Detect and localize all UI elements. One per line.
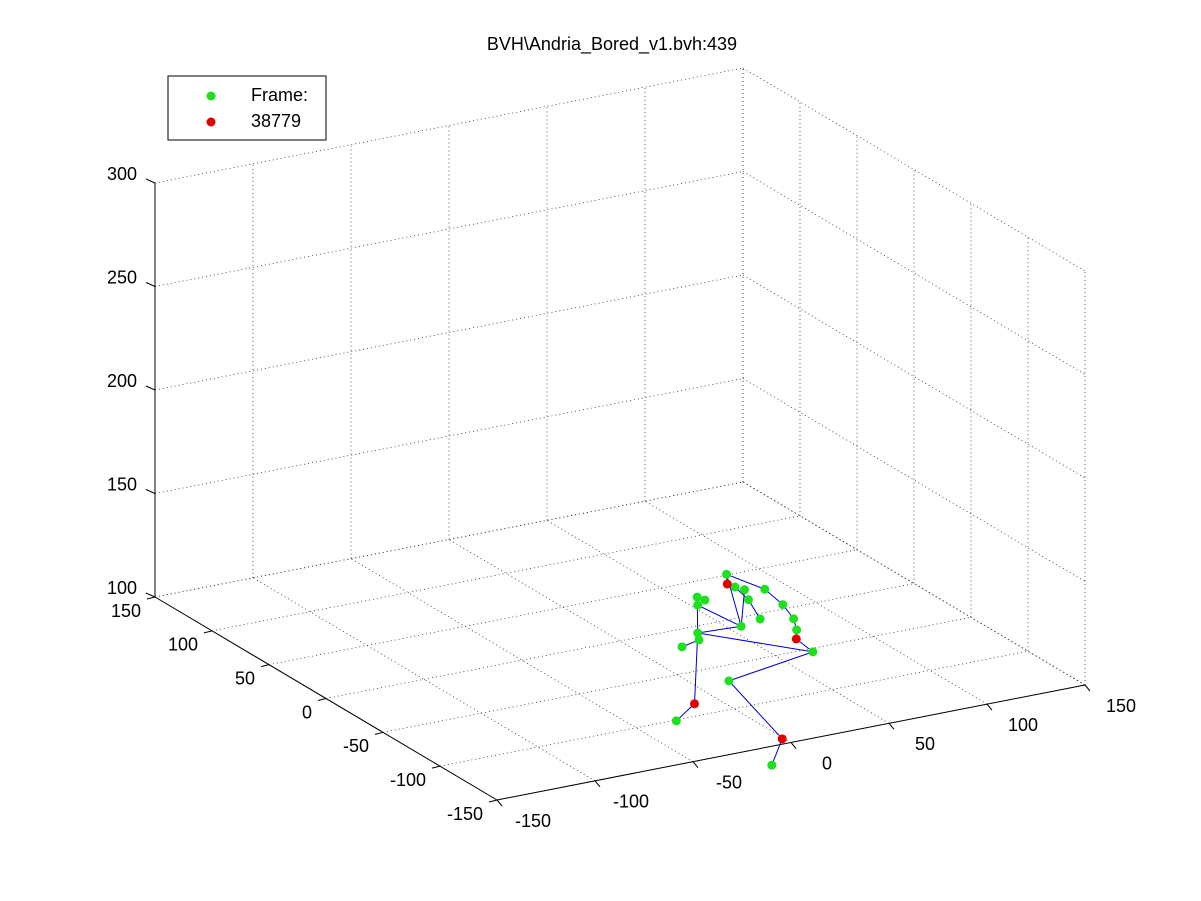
joint: [767, 760, 777, 770]
y-tick: [146, 596, 156, 600]
y-tick-label: 50: [235, 668, 255, 688]
bone: [697, 604, 742, 627]
joint: [671, 716, 681, 726]
joint: [736, 621, 746, 631]
axes: -150 -100 -50 0 50 100 150 -150 -100 -50 0 50 100 150…: [107, 164, 1136, 831]
joint: [791, 634, 801, 644]
x-tick-label: 50: [915, 734, 935, 754]
bone: [697, 632, 813, 653]
joint: [700, 595, 710, 605]
bone: [726, 573, 765, 590]
joint: [693, 600, 703, 610]
joint: [694, 635, 704, 645]
legend-label: Frame:: [251, 85, 308, 105]
joint: [730, 582, 740, 592]
joint: [692, 592, 702, 602]
y-tick: [260, 664, 270, 668]
chart-title: BVH\Andria_Bored_v1.bvh:439: [487, 34, 737, 55]
joint: [755, 614, 765, 624]
joint: [740, 585, 750, 595]
x-tick: [888, 723, 895, 730]
legend-marker: [206, 91, 216, 101]
x-tick-label: 150: [1106, 696, 1136, 716]
x-tick: [692, 761, 699, 768]
joint: [743, 595, 753, 605]
y-tick-label: -150: [447, 804, 483, 824]
joint: [677, 642, 687, 652]
legend-label: 38779: [251, 111, 301, 131]
joint: [778, 600, 788, 610]
bone: [771, 738, 783, 766]
x-tick: [496, 799, 503, 807]
z-tick-label: 250: [107, 267, 137, 287]
y-tick-label: 100: [168, 635, 198, 655]
z-tick-label: 100: [107, 578, 137, 598]
joint: [690, 699, 700, 709]
y-tick-label: -50: [343, 736, 369, 756]
joint: [777, 734, 787, 744]
x-tick-label: 0: [822, 753, 832, 773]
bone: [697, 625, 742, 634]
x-tick-label: -50: [716, 772, 742, 792]
x-tick: [986, 703, 993, 711]
joints: [671, 569, 818, 770]
joint: [789, 614, 799, 624]
x-tick-label: -150: [515, 811, 551, 831]
legend-marker: [206, 117, 216, 127]
joint: [808, 647, 818, 657]
y-tick-label: 0: [302, 702, 312, 722]
z-tick: [145, 385, 156, 391]
bone: [740, 589, 746, 627]
joint: [693, 628, 703, 638]
y-tick-label: 150: [111, 601, 141, 621]
y-tick: [317, 698, 327, 701]
joint: [722, 569, 731, 579]
z-tick: [145, 592, 156, 598]
z-tick-label: 150: [107, 474, 137, 494]
joint: [760, 584, 770, 594]
x-tick: [790, 742, 797, 749]
legend-box: [167, 75, 327, 141]
bone: [728, 680, 783, 740]
joint: [722, 579, 732, 589]
joint: [792, 625, 802, 635]
x-tick-label: -100: [613, 792, 649, 812]
x-tick-label: 100: [1008, 715, 1038, 735]
y-tick-label: -100: [390, 770, 426, 790]
x-tick: [1084, 684, 1091, 692]
z-tick-label: 300: [107, 164, 137, 184]
z-tick-label: 200: [107, 371, 137, 391]
y-tick: [203, 630, 213, 634]
y-tick: [374, 731, 384, 735]
y-tick: [488, 799, 498, 803]
z-tick: [145, 489, 156, 494]
legend: Frame: 38779: [167, 75, 327, 141]
bone: [728, 651, 814, 682]
x-tick: [594, 780, 601, 788]
bone: [694, 632, 699, 704]
joint: [724, 676, 734, 686]
y-tick: [431, 765, 441, 769]
z-tick: [145, 178, 156, 184]
z-tick: [145, 282, 156, 287]
